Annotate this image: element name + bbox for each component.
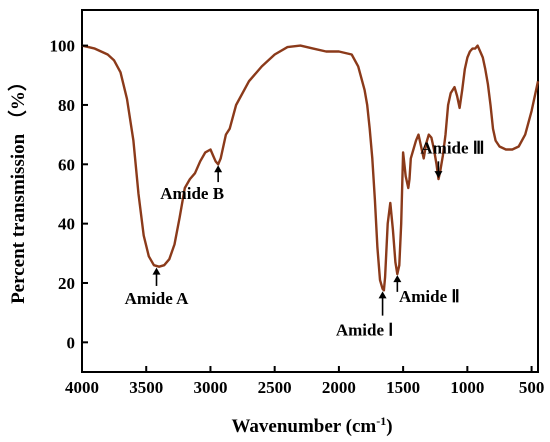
x-tick-label: 4000 — [65, 378, 99, 397]
annotation-label: Amide B — [160, 184, 224, 203]
plot-frame — [81, 9, 539, 373]
x-tick-label: 3500 — [129, 378, 163, 397]
annotation-arrow-head — [214, 165, 223, 173]
annotation-arrow-head — [393, 275, 402, 283]
annotation-label: Amide A — [125, 289, 189, 308]
y-tick-label: 0 — [67, 333, 76, 352]
y-tick-label: 20 — [58, 274, 75, 293]
x-axis-title: Wavenumber (cm-1) — [231, 414, 392, 437]
y-tick-label: 100 — [50, 37, 76, 56]
y-axis-title: Percent transmission （%） — [6, 72, 29, 304]
annotation-arrow-head — [152, 267, 161, 275]
plot-area — [81, 9, 540, 373]
annotation-label: Amide Ⅱ — [399, 287, 460, 306]
x-tick-label: 3000 — [193, 378, 227, 397]
x-tick-label: 2000 — [322, 378, 356, 397]
x-axis-ticks: 4000 3500 3000 2500 2000 1500 1000 500 — [65, 366, 544, 397]
x-tick-label: 2500 — [258, 378, 292, 397]
annotation-arrow-head — [434, 171, 443, 179]
x-tick-label: 1000 — [450, 378, 484, 397]
annotation-label: Amide Ⅲ — [420, 138, 484, 157]
y-tick-label: 60 — [58, 155, 75, 174]
x-axis-title-main: Wavenumber (cm — [231, 416, 376, 437]
annotation-arrow-head — [378, 291, 387, 299]
y-axis-ticks: 0 20 40 60 80 100 — [50, 37, 88, 352]
y-tick-label: 40 — [58, 215, 75, 234]
x-axis-title-sup: -1 — [376, 414, 386, 428]
x-axis-title-tail: ) — [386, 416, 392, 437]
annotation-label: Amide Ⅰ — [336, 321, 393, 340]
peak-annotations: Amide A Amide B Amide Ⅰ Amide Ⅱ Amide Ⅲ — [125, 138, 485, 339]
spectrum-line-0 — [81, 44, 540, 292]
x-tick-label: 500 — [519, 378, 545, 397]
x-tick-label: 1500 — [386, 378, 420, 397]
y-tick-label: 80 — [58, 96, 75, 115]
